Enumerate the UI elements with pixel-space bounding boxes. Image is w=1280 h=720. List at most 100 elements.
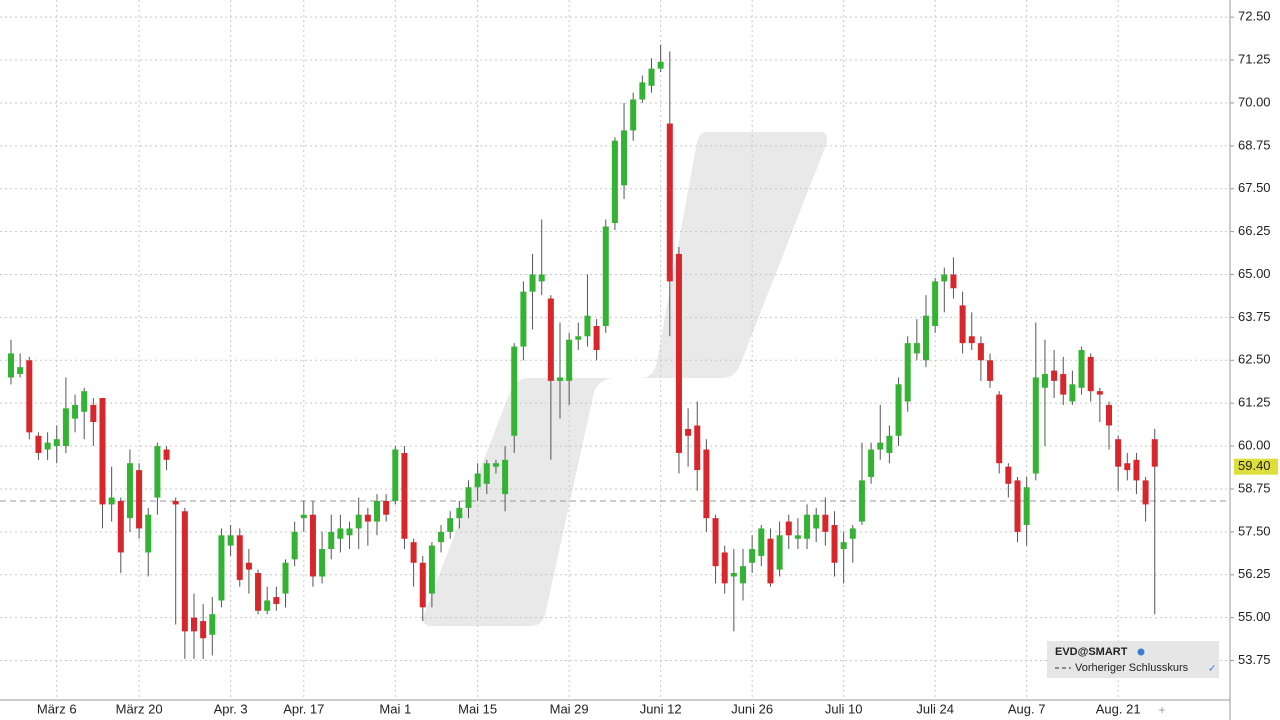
y-tick-label: 53.75 <box>1238 652 1271 667</box>
y-tick-label: 71.25 <box>1238 51 1271 66</box>
candle-body <box>483 463 490 484</box>
candle-body <box>813 514 820 529</box>
y-tick-label: 61.25 <box>1238 395 1271 410</box>
legend-prev-close: Vorheriger Schlusskurs <box>1075 662 1189 674</box>
x-tick-label: Aug. 7 <box>1008 701 1046 716</box>
candle-body <box>1023 487 1030 525</box>
candle-body <box>639 82 646 100</box>
candle-body <box>1151 439 1158 467</box>
candle-body <box>877 442 884 450</box>
candle-body <box>401 452 408 539</box>
candle-body <box>191 617 197 632</box>
candle-body <box>172 500 179 505</box>
scroll-icon[interactable]: + <box>1158 703 1165 717</box>
candle-body <box>1106 404 1112 426</box>
candle-body <box>99 398 106 505</box>
x-tick-label: Mai 1 <box>379 701 411 716</box>
y-tick-label: 66.25 <box>1238 223 1271 238</box>
candle-body <box>291 531 298 560</box>
candle-body <box>666 123 673 282</box>
candle-body <box>913 343 920 354</box>
candle-body <box>236 535 243 580</box>
y-tick-label: 67.50 <box>1238 180 1271 195</box>
candle-body <box>410 542 417 563</box>
candle-body <box>611 140 618 224</box>
candle-body <box>886 435 893 453</box>
legend-check[interactable]: ✓ <box>1208 664 1216 675</box>
candle-body <box>1142 480 1149 505</box>
candle-body <box>749 549 756 563</box>
candle-body <box>136 470 143 529</box>
y-tick-label: 63.75 <box>1238 309 1271 324</box>
candle-body <box>465 487 472 508</box>
legend-icon[interactable] <box>1137 648 1145 656</box>
candle-body <box>309 514 316 577</box>
candle-body <box>1087 356 1094 392</box>
y-tick-label: 65.00 <box>1238 266 1271 281</box>
candle-body <box>721 552 728 584</box>
candle-body <box>1005 466 1012 484</box>
candle-body <box>858 480 865 522</box>
y-tick-label: 62.50 <box>1238 352 1271 367</box>
candle-body <box>209 614 216 635</box>
candle-body <box>987 360 994 381</box>
candle-body <box>675 253 682 453</box>
candle-body <box>218 535 225 601</box>
x-tick-label: Apr. 17 <box>283 701 324 716</box>
candle-body <box>145 514 152 553</box>
y-tick-label: 56.25 <box>1238 566 1271 581</box>
candle-body <box>529 274 536 292</box>
candle-body <box>1060 374 1067 395</box>
candle-body <box>227 535 234 546</box>
x-tick-label: Juni 26 <box>731 701 773 716</box>
candle-body <box>941 274 948 282</box>
candle-body <box>1069 384 1076 402</box>
candle-body <box>328 531 335 550</box>
candle-body <box>492 463 499 467</box>
candle-body <box>923 315 929 361</box>
x-tick-label: Juli 24 <box>916 701 954 716</box>
candle-body <box>977 343 984 361</box>
candle-body <box>785 521 792 536</box>
x-tick-label: Apr. 3 <box>214 701 248 716</box>
candle-body <box>520 291 527 347</box>
candle-body <box>300 514 307 519</box>
candle-body <box>447 518 454 532</box>
candle-body <box>1133 459 1140 481</box>
candle-body <box>712 518 719 567</box>
candle-body <box>355 514 362 529</box>
candle-body <box>703 449 710 519</box>
x-tick-label: März 20 <box>116 701 163 716</box>
candle-body <box>831 525 838 563</box>
last-price-box <box>1234 458 1278 475</box>
candle-body <box>566 339 573 381</box>
candle-body <box>868 449 875 477</box>
candle-body <box>996 394 1003 464</box>
candle-body <box>630 99 637 131</box>
y-tick-label: 55.00 <box>1238 609 1271 624</box>
candle-body <box>419 562 426 608</box>
candle-body <box>108 497 115 505</box>
x-tick-label: Mai 15 <box>458 701 497 716</box>
candle-body <box>849 528 856 539</box>
candle-body <box>584 315 591 337</box>
y-tick-label: 70.00 <box>1238 94 1271 109</box>
candle-body <box>1041 374 1048 388</box>
candle-body <box>968 336 975 344</box>
legend-box <box>1047 641 1219 678</box>
candle-body <box>767 538 774 584</box>
candle-body <box>245 562 252 570</box>
legend-symbol: EVD@SMART <box>1055 646 1128 658</box>
watermark-logo <box>423 132 828 626</box>
x-tick-label: Juli 10 <box>825 701 863 716</box>
candle-body <box>72 404 79 419</box>
last-price-label: 59.40 <box>1238 458 1271 473</box>
candle-body <box>694 425 701 471</box>
candle-body <box>364 514 371 522</box>
candle-body <box>840 542 847 550</box>
candle-body <box>383 500 390 515</box>
candle-body <box>438 531 445 543</box>
candle-body <box>126 463 133 519</box>
y-tick-label: 72.50 <box>1238 9 1271 24</box>
